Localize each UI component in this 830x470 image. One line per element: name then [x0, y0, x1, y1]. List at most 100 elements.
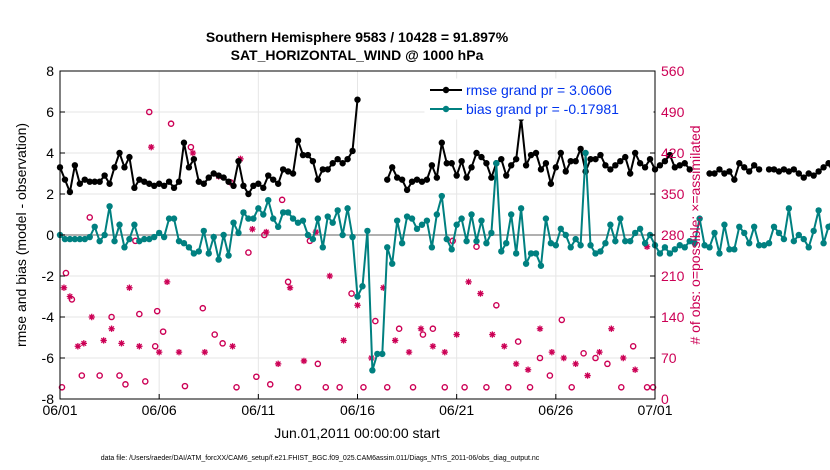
- x-tick-label: 06/21: [439, 402, 474, 418]
- bias-point: [418, 221, 426, 228]
- possible-obs-marker: [253, 373, 260, 381]
- rmse-point: [170, 184, 178, 192]
- possible-obs-marker: [419, 331, 427, 338]
- bias-point: [815, 207, 822, 214]
- bias-point: [468, 211, 475, 218]
- rmse-point: [299, 151, 307, 159]
- possible-obs-marker: [504, 383, 512, 391]
- possible-obs-marker: [141, 378, 149, 385]
- rmse-point: [190, 155, 198, 163]
- possible-obs-marker: [441, 383, 449, 391]
- assimilated-obs-marker: [118, 340, 125, 347]
- assimilated-obs-marker: [249, 225, 256, 233]
- possible-obs-marker: [181, 382, 189, 390]
- bias-point: [339, 231, 346, 239]
- legend-rmse-marker: [442, 86, 450, 94]
- bias-point: [512, 250, 520, 257]
- bias-point: [200, 227, 207, 235]
- rmse-point: [676, 162, 683, 169]
- asterisk-path: [340, 337, 347, 344]
- left-tick-label: 6: [46, 104, 54, 120]
- left-tick-label: -4: [42, 309, 55, 325]
- possible-obs-marker: [348, 290, 355, 297]
- bias-point: [215, 256, 222, 263]
- bias-point: [785, 205, 793, 212]
- asterisk-path: [286, 284, 294, 291]
- bias-point: [671, 246, 679, 253]
- possible-obs-marker: [604, 360, 611, 368]
- legend-rmse-label: rmse grand pr = 3.0606: [466, 82, 612, 98]
- bias-point: [676, 242, 683, 249]
- possible-obs-marker: [211, 331, 218, 338]
- bias-point: [795, 231, 802, 239]
- assimilated-obs-marker: [229, 343, 236, 350]
- bias-point: [780, 235, 788, 243]
- possible-obs-marker: [266, 381, 274, 388]
- asterisk-path: [584, 372, 591, 379]
- asterisk-path: [249, 225, 256, 233]
- possible-obs-marker: [314, 360, 322, 368]
- bias-point: [567, 244, 574, 251]
- bias-point: [413, 225, 421, 233]
- rmse-point: [146, 180, 153, 187]
- assimilated-obs-marker: [465, 278, 472, 286]
- bias-point: [76, 235, 84, 243]
- assimilated-obs-marker: [175, 348, 183, 356]
- bias-point: [696, 215, 703, 222]
- bias-point: [141, 235, 148, 243]
- rmse-point: [641, 164, 649, 171]
- rmse-point: [498, 155, 505, 163]
- bias-point: [542, 215, 550, 222]
- asterisk-path: [380, 284, 387, 291]
- bias-point: [309, 235, 317, 243]
- bias-point: [825, 223, 830, 230]
- bias-point: [602, 240, 609, 247]
- rmse-point: [483, 160, 490, 167]
- rmse-point: [314, 176, 322, 183]
- bias-point: [106, 203, 113, 210]
- bias-point: [66, 235, 74, 243]
- possible-obs-marker: [108, 313, 115, 321]
- bias-point: [160, 233, 168, 241]
- rmse-point: [329, 160, 336, 167]
- rmse-point: [220, 174, 227, 181]
- bias-point: [686, 237, 693, 245]
- bias-point: [557, 225, 564, 233]
- possible-obs-marker: [383, 383, 391, 391]
- bias-point: [71, 235, 79, 243]
- assimilated-obs-marker: [524, 366, 532, 373]
- assimilated-obs-marker: [429, 343, 437, 350]
- possible-obs-marker: [360, 383, 367, 391]
- left-tick-label: -8: [42, 391, 55, 407]
- possible-obs-marker: [429, 325, 437, 333]
- bias-point: [721, 221, 728, 228]
- bias-point: [349, 233, 356, 241]
- bias-point: [582, 149, 589, 157]
- bias-point: [359, 283, 366, 290]
- bias-point: [716, 250, 723, 257]
- asterisk-path: [524, 366, 532, 373]
- rmse-point: [423, 176, 431, 183]
- asterisk-path: [391, 337, 399, 344]
- possible-obs-marker: [461, 383, 468, 391]
- rmse-point: [225, 178, 232, 185]
- assimilated-obs-marker: [536, 325, 544, 332]
- bias-point: [746, 240, 753, 247]
- assimilated-obs-marker: [501, 343, 508, 350]
- right-tick-label: 350: [661, 186, 685, 202]
- rmse-point: [389, 164, 396, 171]
- rmse-point: [463, 174, 470, 181]
- rmse-point: [111, 164, 118, 171]
- assimilated-obs-marker: [66, 293, 74, 300]
- bias-point: [111, 237, 118, 245]
- assimilated-obs-marker: [417, 325, 425, 332]
- rmse-point: [607, 166, 614, 173]
- bias-point: [146, 235, 153, 243]
- bias-point: [592, 250, 599, 257]
- rmse-point: [165, 178, 173, 185]
- rmse-point: [76, 180, 84, 187]
- bias-point: [433, 211, 441, 218]
- rmse-point: [765, 166, 773, 173]
- bias-point: [547, 240, 555, 247]
- rmse-point: [746, 168, 753, 175]
